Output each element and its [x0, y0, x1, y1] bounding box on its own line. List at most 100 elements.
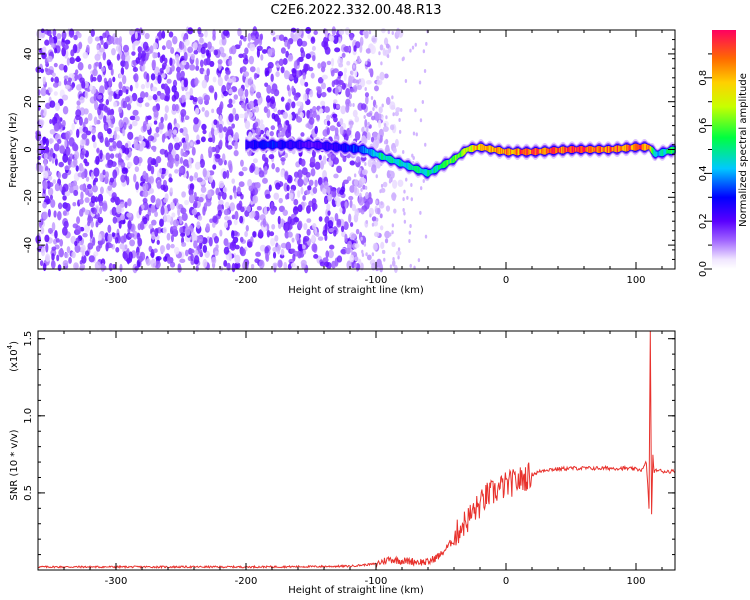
noise-dot: [102, 32, 107, 39]
trace-segment: [672, 146, 674, 154]
noise-dot: [92, 179, 96, 187]
noise-dot: [202, 168, 207, 178]
trace-segment: [285, 142, 288, 147]
trace-segment: [327, 142, 329, 150]
trace-segment: [292, 142, 295, 148]
trace-segment: [558, 147, 561, 153]
noise-dot: [381, 27, 386, 34]
trace-segment: [594, 147, 597, 152]
noise-dot: [148, 224, 154, 230]
noise-dot: [360, 187, 363, 192]
noise-dot: [193, 200, 198, 208]
noise-dot: [383, 140, 387, 145]
noise-dot: [217, 73, 221, 78]
noise-dot: [43, 159, 47, 167]
trace-segment: [483, 145, 485, 151]
trace-segment: [275, 142, 277, 148]
noise-dot: [219, 114, 223, 124]
trace-segment: [368, 149, 371, 155]
noise-dot: [309, 108, 313, 114]
trace-segment: [513, 149, 516, 155]
trace-segment: [253, 141, 256, 149]
trace-segment: [462, 149, 464, 157]
noise-dot: [150, 73, 156, 81]
noise-dot: [194, 161, 201, 170]
trace-segment: [362, 146, 364, 153]
trace-segment: [394, 159, 396, 164]
trace-segment: [544, 147, 547, 155]
noise-dot: [99, 186, 104, 195]
trace-segment: [429, 169, 431, 175]
trace-segment: [640, 144, 643, 150]
trace-segment: [354, 145, 356, 153]
trace-segment: [342, 144, 344, 151]
trace-segment: [530, 149, 532, 155]
noise-dot: [178, 97, 183, 103]
noise-dot: [295, 265, 300, 271]
noise-dot: [203, 58, 208, 66]
noise-dot: [94, 61, 100, 67]
trace-segment: [301, 142, 303, 148]
trace-segment: [384, 155, 386, 160]
trace-segment: [544, 147, 546, 155]
trace-segment: [588, 146, 590, 153]
noise-dot: [171, 103, 176, 112]
noise-dot: [81, 171, 86, 180]
trace-segment: [326, 142, 328, 150]
noise-dot: [199, 249, 203, 257]
noise-dot: [197, 96, 204, 105]
noise-dot: [48, 37, 54, 46]
noise-dot: [199, 59, 204, 68]
trace-segment: [502, 148, 504, 154]
noise-dot: [172, 129, 178, 135]
trace-segment: [495, 147, 498, 153]
trace-segment: [651, 147, 654, 155]
trace-segment: [494, 147, 496, 152]
trace-segment: [335, 143, 338, 151]
noise-dot: [414, 42, 417, 47]
trace-segment: [367, 149, 369, 154]
noise-dot: [303, 63, 309, 73]
noise-dot: [76, 128, 80, 138]
trace-segment: [569, 146, 571, 153]
noise-dot: [350, 248, 353, 253]
trace-segment: [251, 141, 254, 148]
trace-segment: [347, 145, 349, 151]
noise-dot: [207, 137, 214, 143]
noise-dot: [362, 30, 366, 35]
noise-dot: [339, 189, 345, 196]
noise-dot: [210, 126, 215, 137]
noise-dot: [260, 54, 264, 61]
trace-segment: [488, 145, 491, 153]
trace-segment: [553, 147, 555, 155]
noise-dot: [69, 153, 74, 160]
noise-dot: [81, 133, 88, 140]
snr-series: [37, 330, 676, 570]
noise-dot: [57, 210, 62, 221]
trace-segment: [546, 148, 548, 154]
noise-dot: [53, 62, 58, 68]
noise-dot: [305, 53, 312, 60]
noise-dot: [185, 94, 191, 100]
noise-dot: [238, 113, 245, 119]
trace-segment: [268, 142, 271, 148]
noise-dot: [161, 45, 166, 51]
trace-segment: [654, 150, 656, 157]
noise-dot: [193, 259, 199, 265]
trace-segment: [294, 142, 296, 147]
trace-segment: [524, 148, 527, 156]
noise-dot: [189, 175, 194, 182]
noise-dot: [423, 69, 427, 74]
noise-dot: [98, 61, 102, 70]
noise-dot: [270, 96, 276, 105]
noise-dot: [356, 156, 361, 163]
noise-dot: [182, 141, 187, 152]
noise-dot: [360, 209, 365, 215]
trace-segment: [539, 149, 541, 154]
noise-dot: [112, 216, 118, 224]
trace-segment: [348, 146, 350, 151]
noise-dot: [211, 134, 216, 144]
noise-dot: [389, 264, 393, 269]
trace-segment: [510, 149, 512, 155]
trace-segment: [320, 143, 322, 149]
